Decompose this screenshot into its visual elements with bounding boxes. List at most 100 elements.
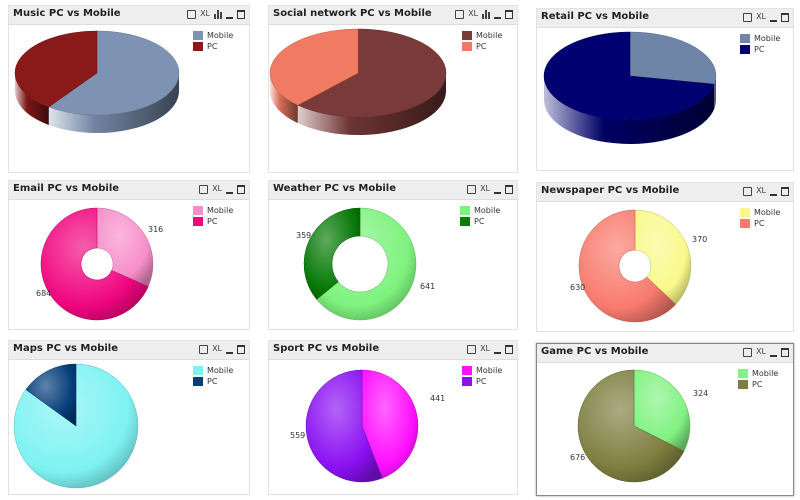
- pie-slice-mobile[interactable]: [361, 369, 419, 479]
- legend-item-pc[interactable]: PC: [193, 216, 233, 227]
- social-legend[interactable]: Mobile PC: [462, 30, 502, 52]
- music-title-bar[interactable]: Music PC vs Mobile XL: [9, 6, 249, 25]
- legend-item-mobile[interactable]: Mobile: [193, 365, 233, 376]
- fast-change-chart-icon[interactable]: [482, 10, 490, 19]
- legend-item-pc[interactable]: PC: [462, 376, 502, 387]
- print-icon[interactable]: [743, 348, 753, 357]
- minimize-icon[interactable]: [226, 191, 233, 194]
- legend-item-mobile[interactable]: Mobile: [740, 207, 780, 218]
- send-to-excel-icon[interactable]: XL: [756, 186, 766, 195]
- legend-swatch: [462, 366, 472, 375]
- game-pie: [577, 369, 691, 483]
- pie-slice-pc[interactable]: [578, 209, 677, 323]
- legend-item-pc[interactable]: PC: [193, 41, 233, 52]
- minimize-icon[interactable]: [494, 351, 501, 354]
- legend-item-mobile[interactable]: Mobile: [460, 205, 500, 216]
- legend-item-pc[interactable]: PC: [193, 376, 233, 387]
- legend-item-mobile[interactable]: Mobile: [462, 30, 502, 41]
- pie-slice-mobile[interactable]: [297, 28, 447, 118]
- fast-change-chart-icon[interactable]: [214, 10, 222, 19]
- sport-legend[interactable]: Mobile PC: [462, 365, 502, 387]
- legend-item-mobile[interactable]: Mobile: [193, 205, 233, 216]
- maximize-icon[interactable]: [505, 185, 513, 194]
- minimize-icon[interactable]: [770, 354, 777, 357]
- caption-toolbar: XL: [743, 186, 789, 197]
- maximize-icon[interactable]: [237, 345, 245, 354]
- pie-slice-mobile[interactable]: [629, 31, 717, 85]
- print-icon[interactable]: [467, 185, 477, 194]
- pie-slice-pc[interactable]: [269, 28, 359, 106]
- newspaper-legend[interactable]: Mobile PC: [740, 207, 780, 229]
- legend-item-pc[interactable]: PC: [740, 44, 780, 55]
- print-icon[interactable]: [199, 185, 209, 194]
- maximize-icon[interactable]: [505, 345, 513, 354]
- legend-swatch: [740, 219, 750, 228]
- legend-label: PC: [207, 42, 218, 51]
- newspaper-title-bar[interactable]: Newspaper PC vs Mobile XL: [537, 183, 793, 202]
- legend-item-pc[interactable]: PC: [740, 218, 780, 229]
- pie-slice-pc[interactable]: [40, 207, 149, 321]
- weather-title-bar[interactable]: Weather PC vs Mobile XL: [269, 181, 517, 200]
- pie-slice-mobile[interactable]: [633, 369, 691, 452]
- minimize-icon[interactable]: [494, 191, 501, 194]
- print-icon[interactable]: [743, 187, 753, 196]
- pie-slice-pc[interactable]: [14, 30, 98, 108]
- print-icon[interactable]: [743, 13, 753, 22]
- pie-slice-pc[interactable]: [543, 31, 715, 121]
- pie-slice-pc[interactable]: [303, 207, 361, 300]
- pie-slice-pc[interactable]: [305, 369, 383, 483]
- minimize-icon[interactable]: [226, 351, 233, 354]
- print-icon[interactable]: [187, 10, 197, 19]
- legend-item-mobile[interactable]: Mobile: [740, 33, 780, 44]
- send-to-excel-icon[interactable]: XL: [468, 9, 478, 18]
- print-icon[interactable]: [199, 345, 209, 354]
- maps-legend[interactable]: Mobile PC: [193, 365, 233, 387]
- maximize-icon[interactable]: [781, 348, 789, 357]
- caption-toolbar: XL: [743, 12, 789, 23]
- social-title-bar[interactable]: Social network PC vs Mobile XL: [269, 6, 517, 25]
- pie-slice-mobile[interactable]: [96, 207, 154, 287]
- print-icon[interactable]: [467, 345, 477, 354]
- maps-title-bar[interactable]: Maps PC vs Mobile XL: [9, 341, 249, 360]
- pie-slice-mobile[interactable]: [48, 30, 180, 116]
- minimize-icon[interactable]: [770, 193, 777, 196]
- data-label-mobile: 370: [692, 235, 707, 244]
- pie-slice-pc[interactable]: [577, 369, 685, 483]
- send-to-excel-icon[interactable]: XL: [212, 184, 222, 193]
- legend-item-mobile[interactable]: Mobile: [462, 365, 502, 376]
- print-icon[interactable]: [455, 10, 465, 19]
- minimize-icon[interactable]: [770, 19, 777, 22]
- maximize-icon[interactable]: [237, 10, 245, 19]
- minimize-icon[interactable]: [494, 16, 501, 19]
- email-legend[interactable]: Mobile PC: [193, 205, 233, 227]
- retail-title-bar[interactable]: Retail PC vs Mobile XL: [537, 9, 793, 28]
- send-to-excel-icon[interactable]: XL: [200, 9, 210, 18]
- pie-slice-mobile[interactable]: [634, 209, 692, 305]
- maximize-icon[interactable]: [781, 13, 789, 22]
- maximize-icon[interactable]: [505, 10, 513, 19]
- send-to-excel-icon[interactable]: XL: [756, 12, 766, 21]
- legend-item-mobile[interactable]: Mobile: [193, 30, 233, 41]
- data-label-pc: 630: [570, 283, 585, 292]
- send-to-excel-icon[interactable]: XL: [212, 344, 222, 353]
- legend-item-pc[interactable]: PC: [462, 41, 502, 52]
- retail-legend[interactable]: Mobile PC: [740, 33, 780, 55]
- legend-item-pc[interactable]: PC: [738, 379, 778, 390]
- music-legend[interactable]: Mobile PC: [193, 30, 233, 52]
- legend-item-pc[interactable]: PC: [460, 216, 500, 227]
- pie-slice-mobile[interactable]: [316, 207, 417, 321]
- send-to-excel-icon[interactable]: XL: [480, 184, 490, 193]
- pie-slice-pc[interactable]: [25, 363, 77, 427]
- game-title-bar[interactable]: Game PC vs Mobile XL: [537, 344, 793, 363]
- maximize-icon[interactable]: [237, 185, 245, 194]
- maximize-icon[interactable]: [781, 187, 789, 196]
- minimize-icon[interactable]: [226, 16, 233, 19]
- email-title-bar[interactable]: Email PC vs Mobile XL: [9, 181, 249, 200]
- data-label-mobile: 641: [420, 282, 435, 291]
- weather-legend[interactable]: Mobile PC: [460, 205, 500, 227]
- send-to-excel-icon[interactable]: XL: [480, 344, 490, 353]
- send-to-excel-icon[interactable]: XL: [756, 347, 766, 356]
- game-legend[interactable]: Mobile PC: [738, 368, 778, 390]
- legend-item-mobile[interactable]: Mobile: [738, 368, 778, 379]
- sport-title-bar[interactable]: Sport PC vs Mobile XL: [269, 341, 517, 360]
